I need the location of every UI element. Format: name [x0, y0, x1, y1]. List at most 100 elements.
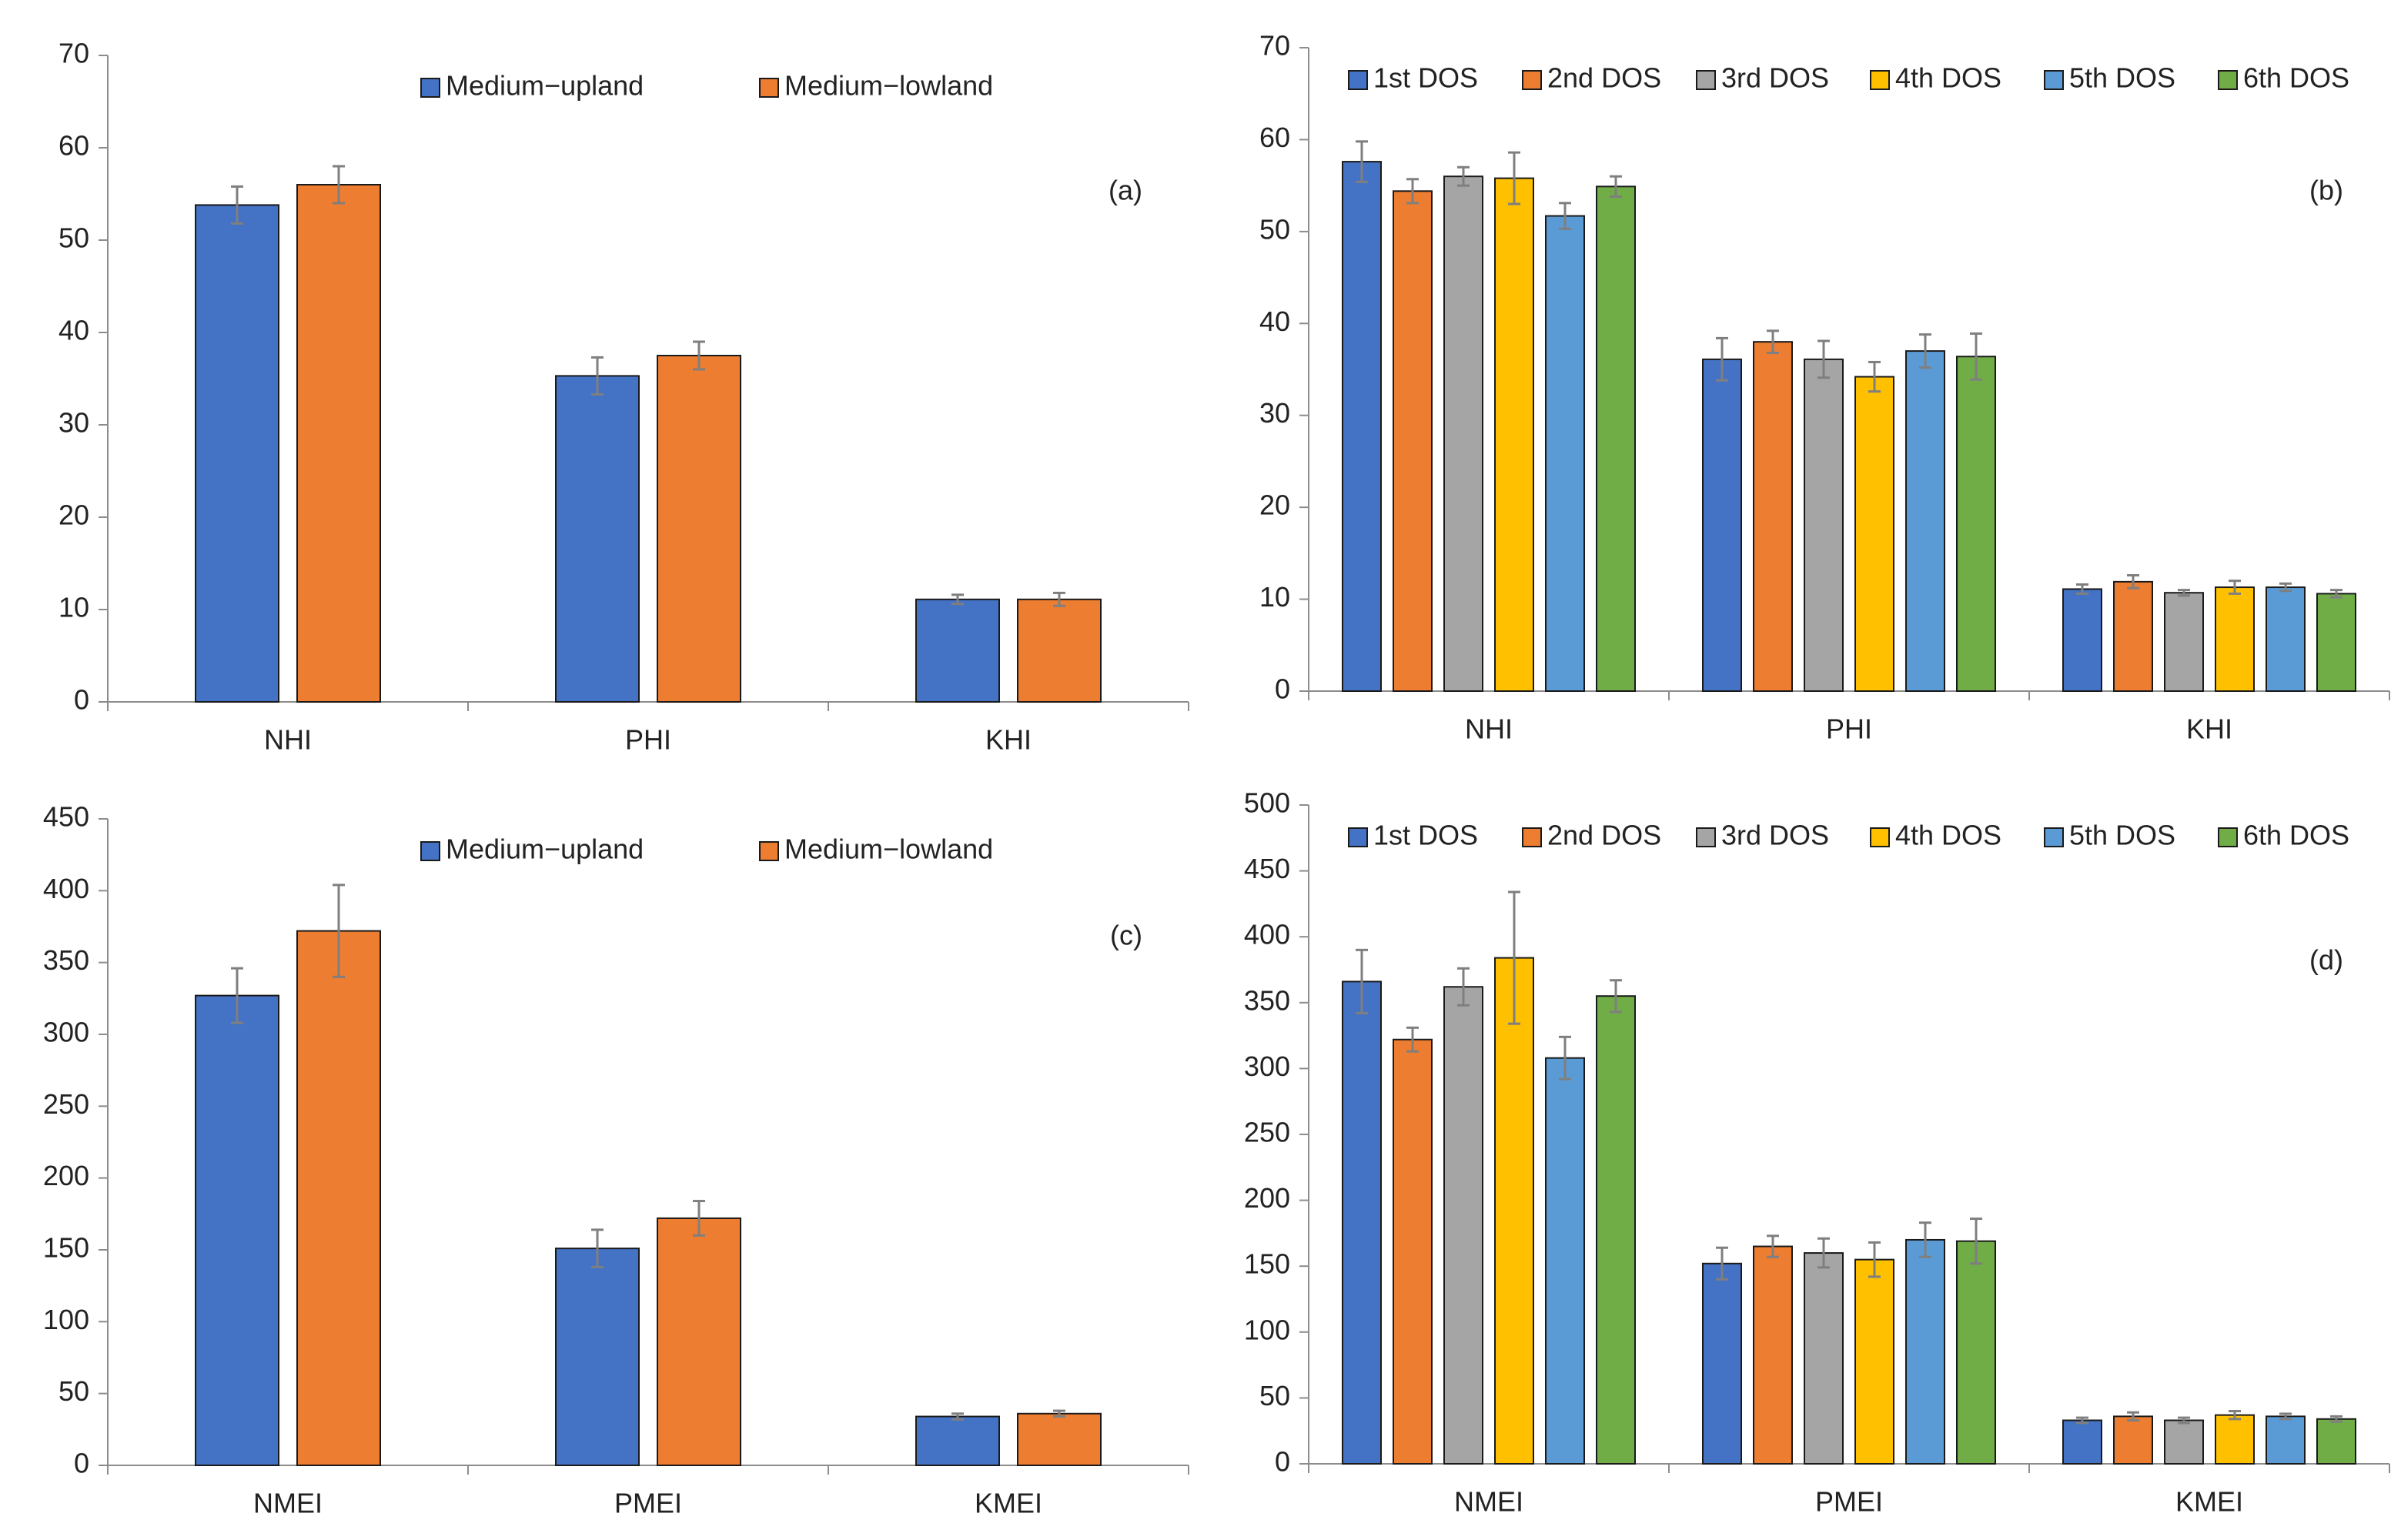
y-tick-label: 100	[1244, 1314, 1290, 1345]
bar	[1956, 356, 1996, 692]
legend-swatch	[1522, 827, 1542, 847]
bar	[296, 184, 381, 703]
error-bar	[2330, 589, 2342, 599]
error-bar	[2279, 1412, 2292, 1421]
bar	[1905, 1238, 1945, 1465]
legend-label: 5th DOS	[2069, 62, 2175, 94]
error-bar	[2330, 1415, 2342, 1423]
error-bar	[2229, 1410, 2241, 1421]
bar	[915, 1415, 1000, 1466]
y-tick-label: 50	[1259, 213, 1290, 245]
legend-swatch	[1348, 827, 1368, 847]
bar	[1854, 1258, 1894, 1465]
bar	[2062, 1419, 2102, 1465]
bar	[2266, 586, 2306, 692]
x-tick-label: KMEI	[975, 1488, 1042, 1519]
y-tick-label: 40	[1259, 306, 1290, 337]
legend-label: 5th DOS	[2069, 820, 2175, 851]
error-bar	[333, 165, 345, 205]
error-bar	[1767, 329, 1779, 355]
bar	[1342, 161, 1382, 692]
bar	[1854, 376, 1894, 692]
y-tick-label: 70	[59, 38, 89, 69]
bar	[1342, 980, 1382, 1465]
legend-label: Medium−lowland	[784, 70, 993, 102]
legend-swatch	[2218, 70, 2238, 90]
x-tick-label: KHI	[985, 724, 1032, 756]
error-bar	[231, 967, 243, 1024]
legend-swatch	[759, 841, 779, 861]
x-tick-label: NHI	[1465, 713, 1513, 745]
legend-swatch	[1870, 70, 1890, 90]
y-tick-label: 200	[1244, 1182, 1290, 1214]
y-tick-label: 0	[74, 1448, 89, 1479]
error-bar	[693, 1200, 705, 1237]
error-bar	[2076, 1416, 2088, 1425]
legend-swatch	[420, 78, 440, 98]
y-tick-label: 40	[59, 315, 89, 346]
y-tick-label: 500	[1244, 787, 1290, 819]
error-bar	[591, 356, 604, 396]
x-tick-label: KMEI	[2175, 1486, 2243, 1518]
error-bar	[1406, 1026, 1419, 1053]
bar	[1956, 1240, 1996, 1465]
legend-label: 1st DOS	[1373, 820, 1478, 851]
y-tick-label: 200	[43, 1160, 89, 1191]
bar	[1393, 190, 1433, 692]
y-tick-label: 300	[1244, 1051, 1290, 1082]
error-bar	[693, 340, 705, 371]
error-bar	[1053, 1409, 1065, 1418]
y-tick-label: 60	[1259, 122, 1290, 153]
legend-swatch	[1696, 827, 1716, 847]
y-tick-label: 50	[1259, 1380, 1290, 1411]
x-tick-label: NMEI	[253, 1488, 323, 1519]
error-bar	[1868, 1241, 1881, 1278]
x-tick-label: PMEI	[614, 1488, 682, 1519]
bar	[1804, 358, 1844, 692]
legend-label: 4th DOS	[1895, 820, 2001, 851]
bar	[1753, 341, 1793, 692]
legend-label: 1st DOS	[1373, 62, 1478, 94]
y-tick-label: 350	[1244, 984, 1290, 1016]
panel-label: (a)	[1109, 175, 1142, 206]
legend-swatch	[759, 78, 779, 98]
bar	[1017, 1412, 1102, 1467]
error-bar	[1716, 336, 1728, 382]
bar	[2113, 580, 2153, 692]
y-tick-label: 10	[59, 592, 89, 623]
legend-label: 6th DOS	[2243, 820, 2349, 851]
bar	[2316, 593, 2356, 692]
bar	[2215, 586, 2255, 692]
bar	[2266, 1415, 2306, 1465]
error-bar	[1610, 175, 1622, 198]
panel-label: (d)	[2309, 944, 2343, 976]
y-tick-label: 150	[43, 1232, 89, 1264]
bar	[1804, 1252, 1844, 1465]
error-bar	[1559, 1035, 1571, 1081]
error-bar	[1457, 165, 1470, 187]
error-bar	[1716, 1246, 1728, 1281]
bar	[195, 994, 279, 1466]
panel-label: (c)	[1110, 920, 1142, 951]
legend-swatch	[2044, 70, 2064, 90]
error-bar	[333, 884, 345, 978]
y-tick-label: 30	[59, 407, 89, 439]
y-tick-label: 0	[74, 684, 89, 716]
y-tick-label: 300	[43, 1017, 89, 1048]
bar	[1443, 986, 1483, 1465]
bar	[1596, 185, 1636, 692]
y-tick-label: 150	[1244, 1248, 1290, 1280]
x-tick-label: KHI	[2186, 713, 2232, 745]
error-bar	[1457, 967, 1470, 1007]
bar	[195, 204, 279, 703]
bar	[1017, 598, 1102, 703]
bar	[555, 375, 640, 703]
legend-swatch	[420, 841, 440, 861]
legend-label: Medium−upland	[446, 70, 644, 102]
error-bar	[1970, 1218, 1982, 1265]
error-bar	[231, 185, 243, 225]
error-bar	[2127, 574, 2139, 590]
legend-swatch	[1522, 70, 1542, 90]
